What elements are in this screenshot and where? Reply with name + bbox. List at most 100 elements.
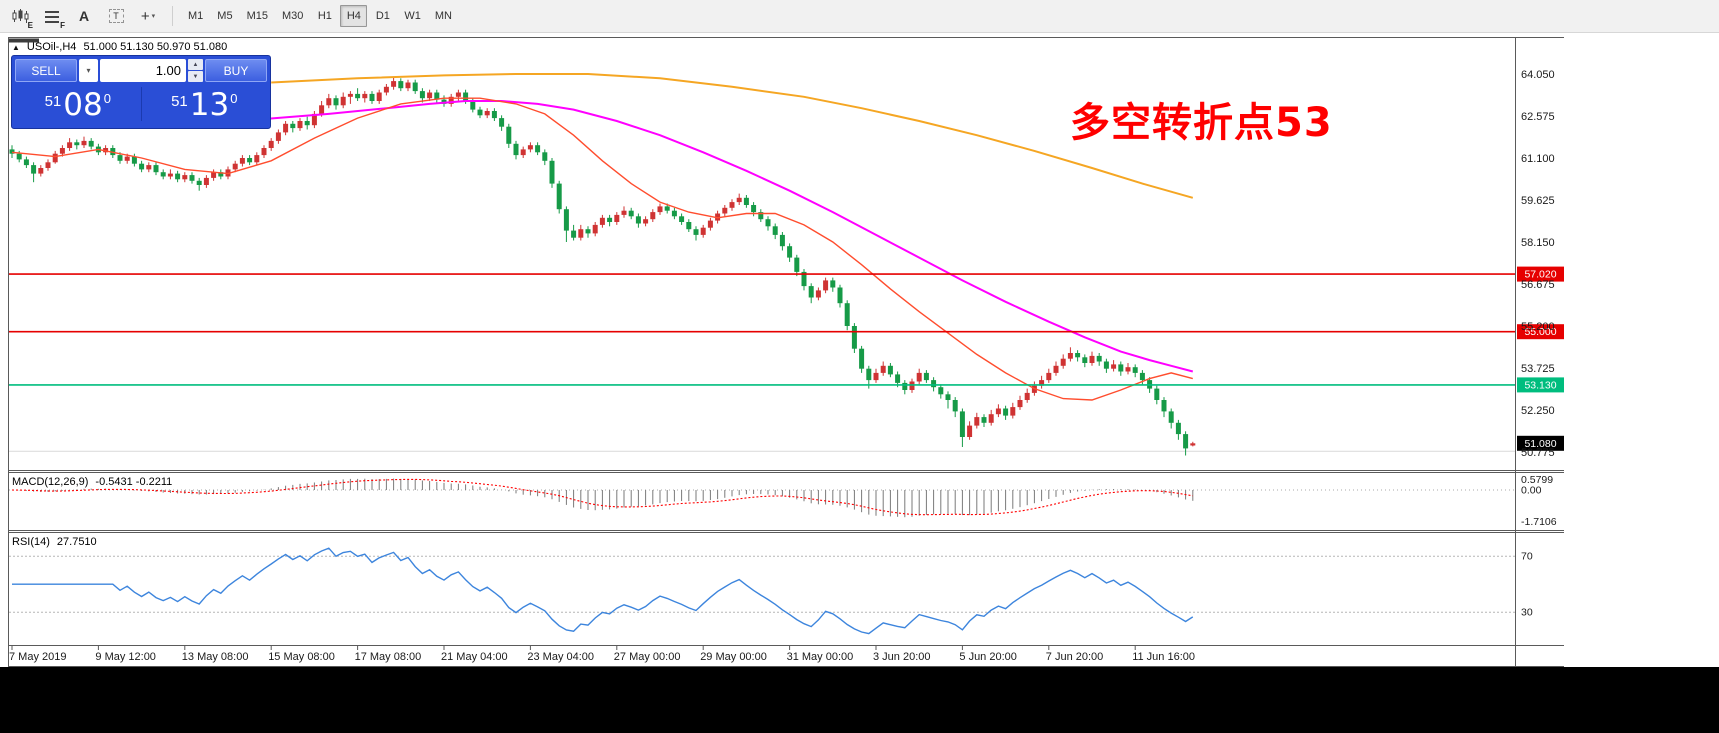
crosshair-icon-glyph: + <box>140 7 150 25</box>
svg-text:62.575: 62.575 <box>1521 111 1555 123</box>
macd-scale-label: 0.5799 <box>1521 474 1553 486</box>
ask-price-major: 51 <box>171 92 188 110</box>
bid-price-pips: 08 <box>63 86 103 123</box>
svg-text:59.625: 59.625 <box>1521 195 1555 207</box>
price-scale-badge[interactable] <box>1517 377 1564 393</box>
rsi-scale-label: 70 <box>1521 551 1533 563</box>
list-glyph <box>45 10 59 23</box>
ask-price[interactable]: 51 13 0 <box>142 86 268 122</box>
symbol-timeframe: USOil-,H4 <box>26 41 77 53</box>
svg-text:15 May 08:00: 15 May 08:00 <box>268 651 335 663</box>
list-icon-badge: F <box>60 20 65 30</box>
svg-text:27 May 00:00: 27 May 00:00 <box>614 651 681 663</box>
svg-text:58.150: 58.150 <box>1521 237 1555 249</box>
one-click-trading-panel: SELL ▾ ▲ ▼ BUY 51 08 0 51 13 0 <box>11 55 271 129</box>
candles-layer <box>9 76 1196 456</box>
price-scale-badge[interactable] <box>1517 266 1564 282</box>
svg-text:61.100: 61.100 <box>1521 153 1555 165</box>
chevron-down-icon: ▾ <box>86 66 91 75</box>
svg-text:57.020: 57.020 <box>1524 269 1556 281</box>
time-axis[interactable]: 7 May 2019 9 May 12:00 13 May 08:00 15 May … <box>9 646 1195 663</box>
svg-text:29 May 00:00: 29 May 00:00 <box>700 651 767 663</box>
svg-text:23 May 04:00: 23 May 04:00 <box>527 651 594 663</box>
svg-text:50.775: 50.775 <box>1521 447 1555 459</box>
timeframe-button-h4[interactable]: H4 <box>340 5 368 27</box>
macd-scale-label: 0.00 <box>1521 485 1542 497</box>
svg-text:53.725: 53.725 <box>1521 363 1555 375</box>
price-scale-badge[interactable] <box>1517 435 1564 451</box>
macd-name: MACD(12,26,9) <box>12 476 89 488</box>
ask-price-point: 0 <box>230 90 238 106</box>
crosshair-icon[interactable]: + ▾ <box>134 4 162 29</box>
svg-text:3 Jun 20:00: 3 Jun 20:00 <box>873 651 931 663</box>
svg-text:51.080: 51.080 <box>1524 438 1556 450</box>
svg-text:31 May 00:00: 31 May 00:00 <box>787 651 854 663</box>
panel-borders <box>8 37 1564 667</box>
timeframe-button-h1[interactable]: H1 <box>317 10 332 22</box>
volume-increase-button[interactable]: ▲ <box>188 59 203 70</box>
timeframe-button-group: M1 M5 M15 M30 H1 H4 D1 W1 MN <box>181 5 459 27</box>
text-label-icon-glyph: T <box>108 9 124 23</box>
timeframe-button-mn[interactable]: MN <box>434 10 452 22</box>
font-icon[interactable]: A <box>70 4 98 29</box>
rsi-name: RSI(14) <box>12 536 50 548</box>
ohlc-values: 51.000 51.130 50.970 51.080 <box>83 41 228 53</box>
timeframe-button-m15[interactable]: M15 <box>246 10 268 22</box>
macd-scale-label: -1.7106 <box>1521 516 1557 528</box>
svg-text:64.050: 64.050 <box>1521 69 1555 81</box>
charts-icon-badge: E <box>27 20 33 30</box>
svg-text:56.675: 56.675 <box>1521 279 1555 291</box>
svg-text:55.200: 55.200 <box>1521 321 1555 333</box>
bid-ask-divider <box>140 86 142 121</box>
macd-values: -0.5431 -0.2211 <box>95 476 173 488</box>
charts-icon[interactable]: E <box>6 4 34 30</box>
svg-text:55.000: 55.000 <box>1524 326 1556 338</box>
price-scale-badge[interactable] <box>1517 324 1564 340</box>
annotation-text: 多空转折点53 <box>1070 100 1333 146</box>
macd-signal-line <box>11 478 1193 516</box>
volume-decrease-button[interactable]: ▼ <box>188 71 203 82</box>
list-icon[interactable]: F <box>38 4 66 30</box>
volume-dropdown[interactable]: ▾ <box>79 59 98 82</box>
bid-price-point: 0 <box>103 90 111 106</box>
svg-text:7 Jun 20:00: 7 Jun 20:00 <box>1046 651 1104 663</box>
bottom-black-bar <box>0 667 1719 733</box>
toolbar-separator <box>172 6 173 26</box>
svg-text:17 May 08:00: 17 May 08:00 <box>355 651 422 663</box>
ma-line-fast <box>11 97 1193 401</box>
collapse-icon[interactable]: ▲ <box>12 42 20 52</box>
chart-scrollbar-thumb[interactable] <box>9 38 39 43</box>
timeframe-button-m5[interactable]: M5 <box>217 10 233 22</box>
timeframe-button-d1[interactable]: D1 <box>375 10 390 22</box>
timeframe-button-m1[interactable]: M1 <box>188 10 204 22</box>
bid-price-major: 51 <box>44 92 62 110</box>
rsi-label: RSI(14) 27.7510 <box>12 536 97 548</box>
price-axis-labels: 64.050 62.575 61.100 59.625 58.150 56.675 55.2… <box>1521 69 1555 459</box>
timeframe-button-m30[interactable]: M30 <box>281 10 304 22</box>
timeframe-button-w1[interactable]: W1 <box>404 10 421 22</box>
rsi-line <box>12 547 1194 635</box>
svg-text:5 Jun 20:00: 5 Jun 20:00 <box>959 651 1017 663</box>
ma-line-slow <box>271 73 1194 199</box>
svg-text:52.250: 52.250 <box>1521 405 1555 417</box>
macd-histogram <box>18 478 1194 518</box>
buy-button[interactable]: BUY <box>205 59 267 82</box>
svg-text:9 May 12:00: 9 May 12:00 <box>95 651 156 663</box>
volume-input[interactable] <box>100 59 186 82</box>
svg-text:21 May 04:00: 21 May 04:00 <box>441 651 508 663</box>
ask-price-pips: 13 <box>189 86 230 123</box>
rsi-scale-label: 30 <box>1521 607 1533 619</box>
macd-label: MACD(12,26,9) -0.5431 -0.2211 <box>12 476 172 488</box>
font-icon-glyph: A <box>78 8 90 24</box>
svg-text:13 May 08:00: 13 May 08:00 <box>182 651 249 663</box>
text-label-icon[interactable]: T <box>102 4 130 29</box>
rsi-value: 27.7510 <box>56 536 97 548</box>
candlestick-glyph <box>12 9 28 23</box>
chart-title: ▲ USOil-,H4 51.000 51.130 50.970 51.080 <box>12 41 227 53</box>
svg-text:7 May 2019: 7 May 2019 <box>9 651 66 663</box>
sell-button[interactable]: SELL <box>15 59 77 82</box>
volume-spinner: ▲ ▼ <box>188 59 203 82</box>
chevron-down-icon: ▾ <box>151 13 156 20</box>
bid-price[interactable]: 51 08 0 <box>15 86 141 122</box>
